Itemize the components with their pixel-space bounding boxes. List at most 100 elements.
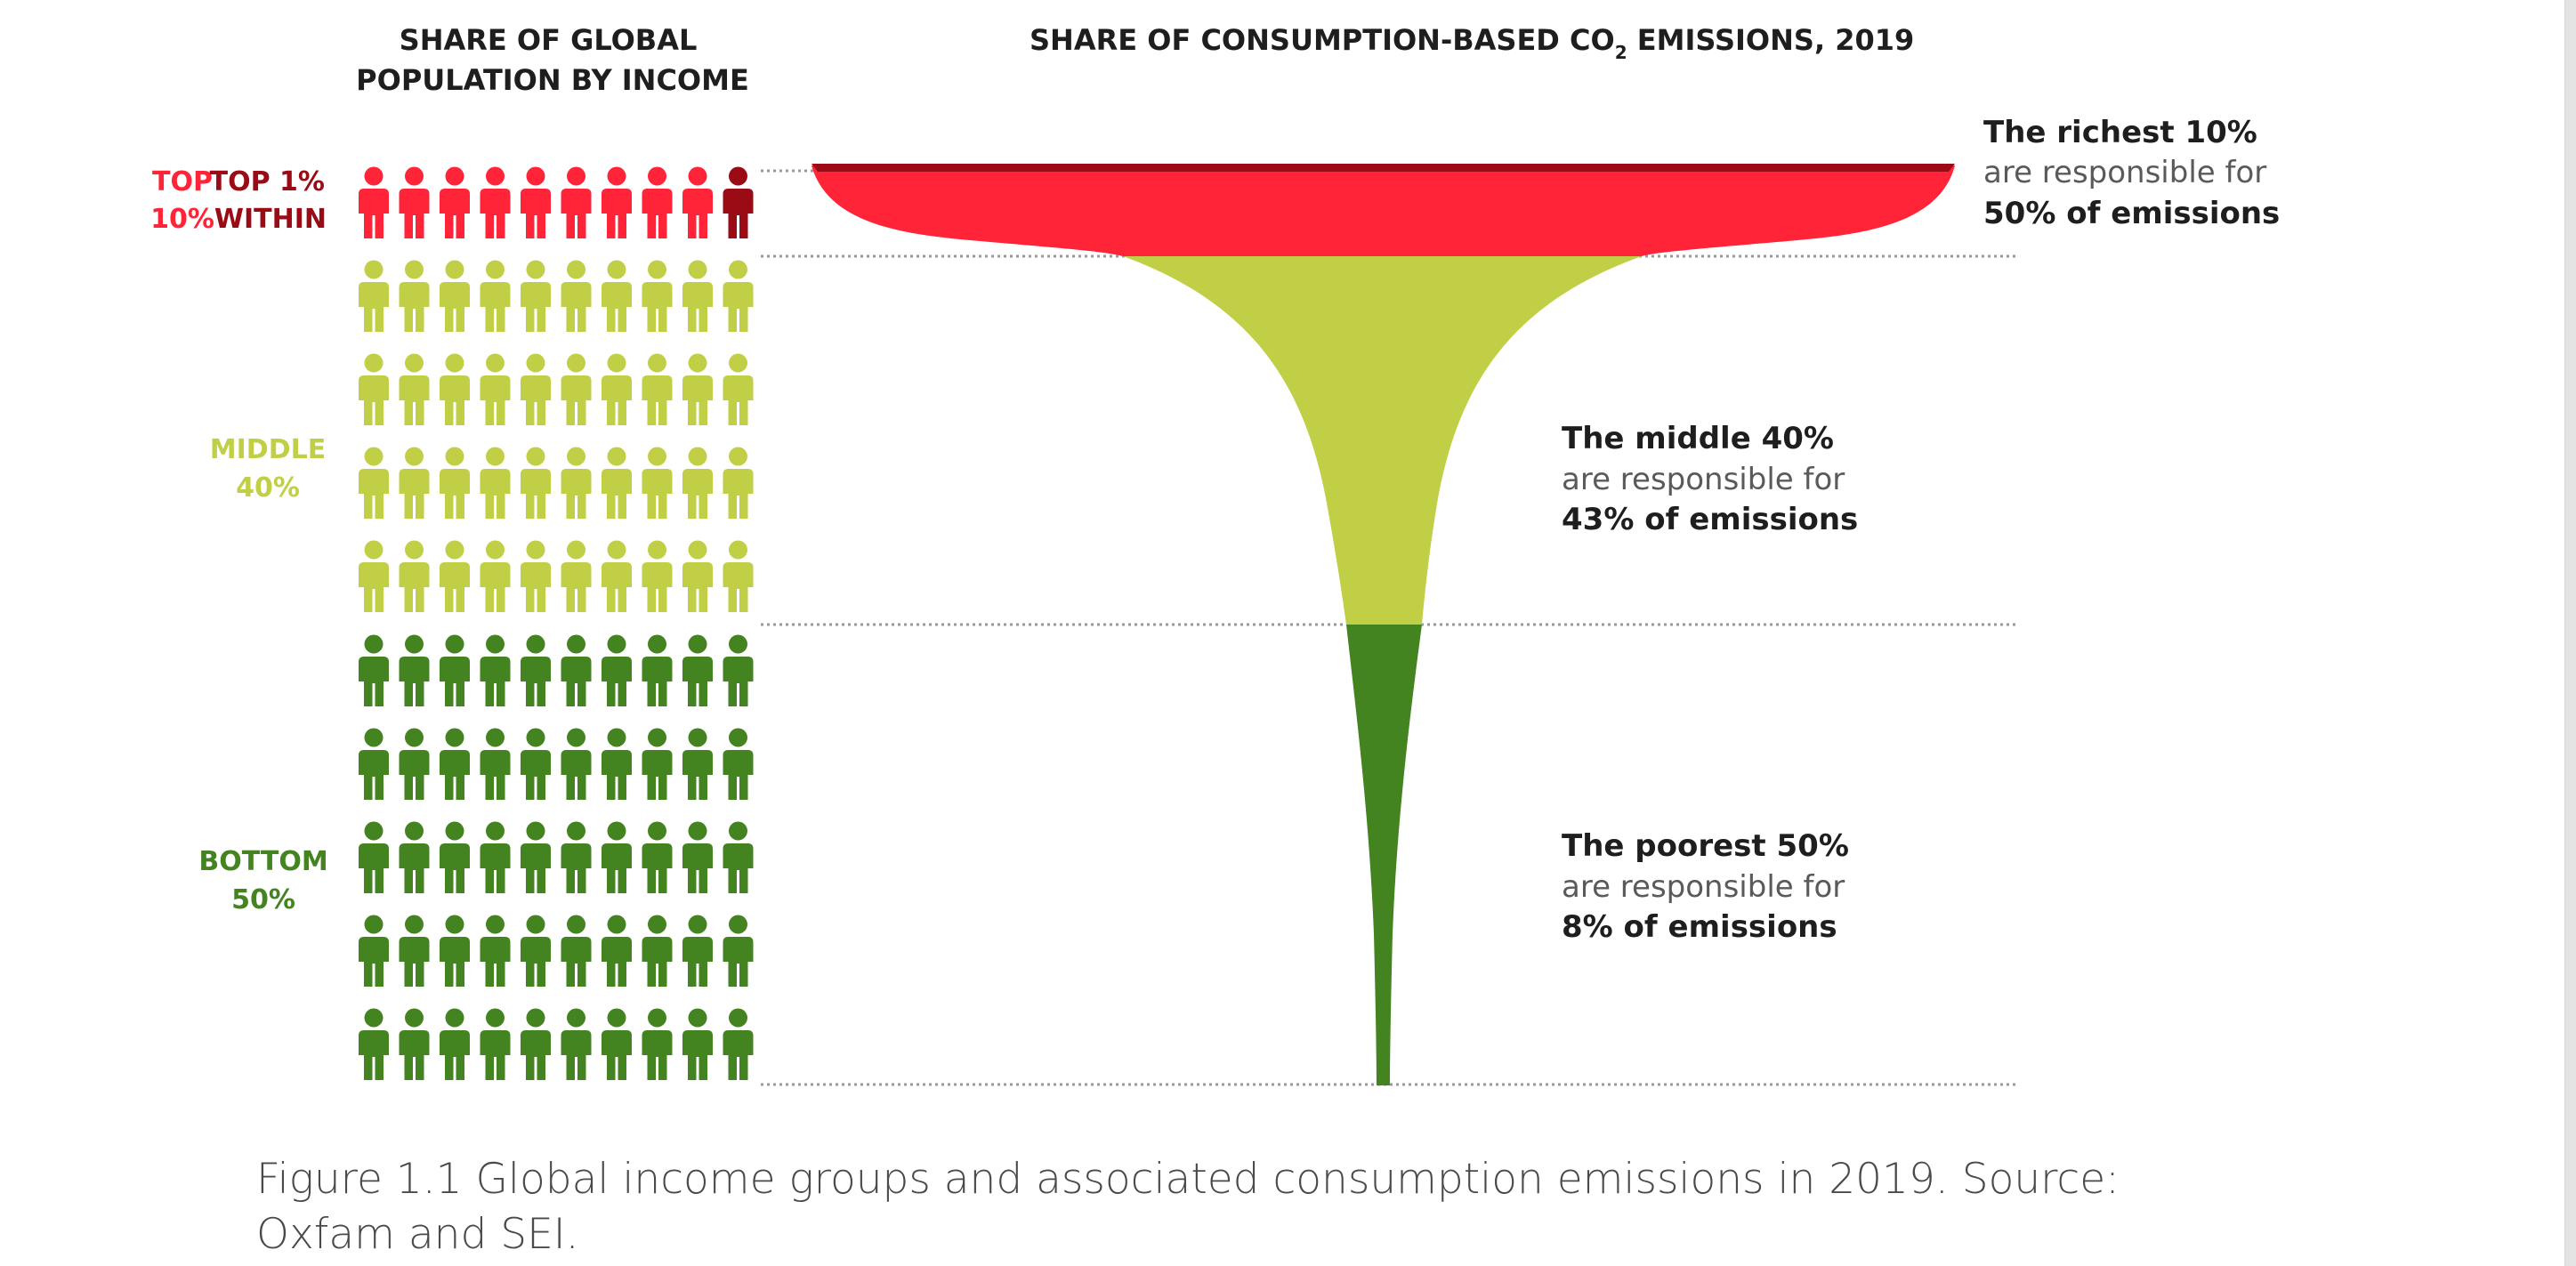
funnel-segment-top1: [812, 164, 1955, 172]
person-icon-middle: [521, 540, 551, 612]
person-icon-middle: [682, 353, 713, 425]
person-icon-middle: [480, 260, 511, 332]
person-icon-middle: [561, 447, 592, 519]
person-icon-middle: [440, 353, 470, 425]
emissions-infographic: SHARE OF GLOBAL POPULATION BY INCOME SHA…: [150, 23, 2280, 1086]
person-icon-middle: [642, 447, 673, 519]
annotation-poorest-line-2: are responsible for: [1562, 869, 1845, 905]
person-icon-bottom: [440, 821, 470, 893]
person-icon-bottom: [521, 821, 551, 893]
annotation-poorest-line-1: The poorest 50%: [1562, 828, 1849, 864]
person-icon-top: [440, 166, 470, 238]
person-icon-middle: [440, 447, 470, 519]
person-icon-middle: [440, 540, 470, 612]
person-icon-middle: [399, 540, 430, 612]
person-icon-middle: [440, 260, 470, 332]
person-icon-middle: [642, 353, 673, 425]
person-icon-middle: [480, 447, 511, 519]
label-top-pct-line-1: TOP: [152, 166, 213, 198]
person-icon-top: [521, 166, 551, 238]
funnel-segment-poorest: [1346, 625, 1422, 1085]
person-icon-middle: [521, 447, 551, 519]
person-icon-bottom: [561, 915, 592, 987]
person-icon-bottom: [602, 634, 632, 706]
person-icon-bottom: [399, 634, 430, 706]
person-icon-bottom: [682, 728, 713, 800]
annotation-middle-line-1: The middle 40%: [1562, 421, 1834, 456]
person-icon-middle: [399, 447, 430, 519]
label-bottom-line-1: BOTTOM: [198, 846, 327, 877]
person-icon-bottom: [561, 1008, 592, 1080]
person-icon-middle: [359, 447, 389, 519]
person-icon-middle: [480, 540, 511, 612]
person-icon-middle: [602, 353, 632, 425]
emissions-title-rest: EMISSIONS, 2019: [1627, 23, 1915, 57]
person-icon-bottom: [561, 728, 592, 800]
person-icon-middle: [359, 260, 389, 332]
person-icon-bottom: [602, 915, 632, 987]
person-icon-bottom: [359, 634, 389, 706]
person-icon-bottom: [399, 1008, 430, 1080]
person-icon-bottom: [723, 728, 754, 800]
population-pictogram: [359, 166, 754, 1080]
vertical-scrollbar[interactable]: [2564, 0, 2576, 1266]
person-icon-middle: [561, 540, 592, 612]
person-icon-bottom: [359, 821, 389, 893]
person-icon-bottom: [602, 728, 632, 800]
person-icon-bottom: [521, 915, 551, 987]
person-icon-bottom: [682, 821, 713, 893]
person-icon-top: [561, 166, 592, 238]
funnel-segment-middle: [1123, 256, 1642, 625]
person-icon-bottom: [723, 821, 754, 893]
person-icon-middle: [602, 540, 632, 612]
annotation-poorest-line-3: 8% of emissions: [1562, 909, 1837, 945]
person-icon-middle: [723, 540, 754, 612]
person-icon-bottom: [359, 915, 389, 987]
person-icon-middle: [723, 260, 754, 332]
person-icon-bottom: [399, 915, 430, 987]
person-icon-bottom: [682, 1008, 713, 1080]
person-icon-top: [480, 166, 511, 238]
person-icon-top: [602, 166, 632, 238]
person-icon-middle: [359, 540, 389, 612]
person-icon-bottom: [440, 915, 470, 987]
person-icon-bottom: [642, 728, 673, 800]
person-icon-middle: [723, 447, 754, 519]
person-icon-bottom: [561, 821, 592, 893]
person-icon-bottom: [682, 634, 713, 706]
person-icon-bottom: [359, 728, 389, 800]
funnel-segment-richest: [812, 165, 1955, 256]
person-icon-middle: [602, 260, 632, 332]
person-icon-middle: [723, 353, 754, 425]
person-icon-bottom: [440, 728, 470, 800]
person-icon-bottom: [561, 634, 592, 706]
person-icon-bottom: [642, 821, 673, 893]
person-icon-middle: [682, 540, 713, 612]
person-icon-bottom: [399, 728, 430, 800]
person-icon-middle: [399, 260, 430, 332]
annotation-richest-line-3: 50% of emissions: [1983, 196, 2280, 231]
label-top-pct-line-2: 10%: [150, 204, 214, 235]
person-icon-middle: [359, 353, 389, 425]
person-icon-bottom: [440, 634, 470, 706]
annotation-richest-line-1: The richest 10%: [1983, 115, 2257, 150]
person-icon-bottom: [642, 634, 673, 706]
person-icon-bottom: [602, 821, 632, 893]
figure-caption: Figure 1.1 Global income groups and asso…: [256, 1155, 2120, 1259]
population-title-line-2: POPULATION BY INCOME: [356, 63, 749, 97]
label-top1-line-1: TOP 1%: [210, 166, 325, 198]
person-icon-bottom: [521, 728, 551, 800]
person-icon-middle: [682, 260, 713, 332]
person-icon-bottom: [723, 1008, 754, 1080]
person-icon-bottom: [480, 915, 511, 987]
person-icon-bottom: [642, 915, 673, 987]
person-icon-bottom: [723, 915, 754, 987]
annotation-richest-line-2: are responsible for: [1983, 155, 2266, 190]
person-icon-bottom: [521, 634, 551, 706]
person-icon-bottom: [440, 1008, 470, 1080]
person-icon-bottom: [642, 1008, 673, 1080]
label-middle-line-1: MIDDLE: [210, 434, 326, 465]
person-icon-middle: [642, 260, 673, 332]
person-icon-middle: [399, 353, 430, 425]
